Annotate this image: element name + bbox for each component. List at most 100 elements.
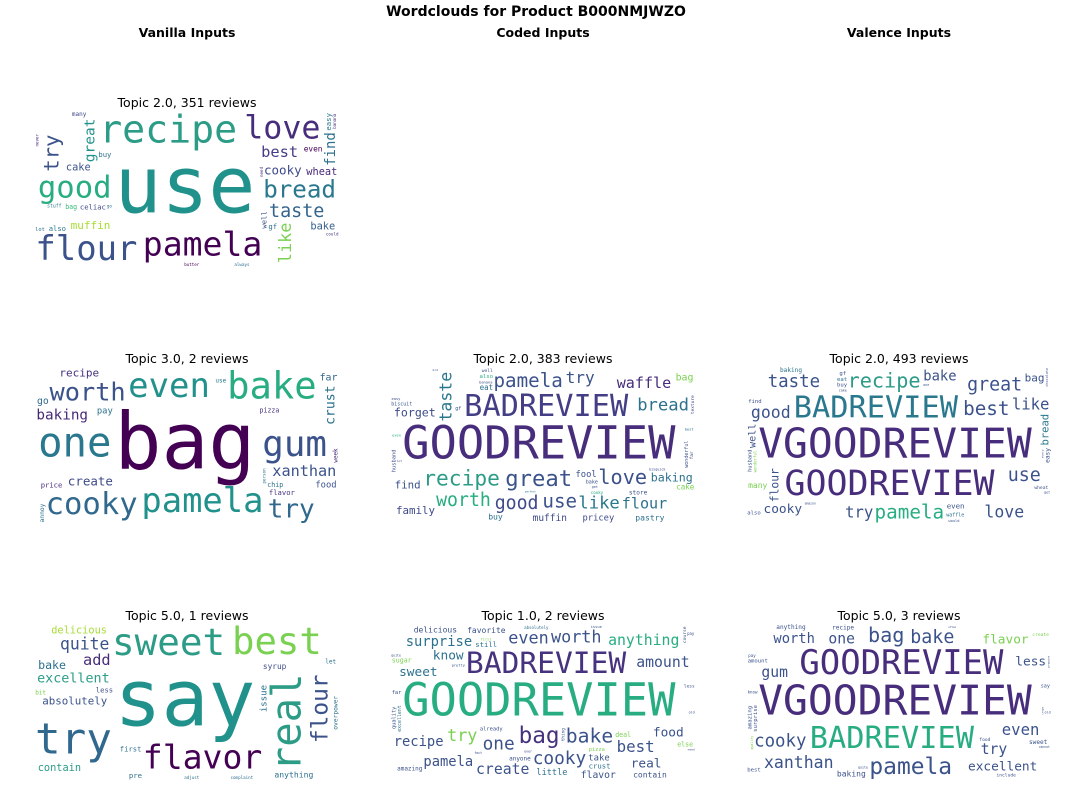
word-store: store <box>629 490 648 497</box>
word-find: find <box>748 399 761 405</box>
word-badreview: BADREVIEW <box>810 721 975 756</box>
word-fact: fact <box>474 751 482 755</box>
word-goodreview: GOODREVIEW <box>402 417 676 470</box>
word-still: still <box>475 640 497 649</box>
word-like: like <box>1012 396 1050 414</box>
word-anything: anything <box>776 624 806 631</box>
word-best: best <box>232 623 322 663</box>
word-family: family <box>396 504 436 517</box>
word-use: use <box>1008 465 1041 486</box>
word-quality: quality <box>391 707 397 729</box>
word-worth: worth <box>50 378 126 407</box>
word-food: food <box>653 726 684 741</box>
word-best: best <box>685 427 694 431</box>
column-title-valence: Valence Inputs <box>846 25 952 40</box>
word-take: take <box>588 754 609 764</box>
word-pizza: pizza <box>589 747 605 753</box>
word-amount: amount <box>748 658 768 664</box>
word-banana: banana <box>332 113 337 129</box>
word-could: could <box>326 231 339 236</box>
word-food: food <box>979 737 990 743</box>
word-even: even <box>128 366 210 406</box>
word-crust: crust <box>589 761 611 770</box>
word-kid: kid <box>433 368 439 372</box>
word-pamela: pamela <box>423 754 473 770</box>
word-get: get <box>1044 491 1050 495</box>
panel-title-valence-topic-5: Topic 5.0, 3 reviews <box>837 608 961 623</box>
word-try: try <box>566 368 595 387</box>
word-even: even <box>947 502 965 511</box>
word-pay: pay <box>748 653 756 658</box>
word-real: real <box>263 673 311 771</box>
word-try: try <box>845 503 873 521</box>
word-one: one <box>483 733 515 754</box>
panel-title-valence-topic-2: Topic 2.0, 493 reviews <box>829 351 969 366</box>
word-less: less <box>684 684 695 690</box>
word-sweet: sweet <box>1029 739 1048 746</box>
word-well: well <box>482 368 493 374</box>
word-great: great <box>83 119 99 163</box>
word-crepe: crepe <box>1041 706 1045 714</box>
word-cooky: cooky <box>764 502 803 517</box>
word-price: price <box>41 480 63 489</box>
word-know: know <box>748 690 758 695</box>
word-never: never <box>35 133 40 146</box>
word-butter: butter <box>184 262 200 267</box>
word-recipe: recipe <box>848 369 921 393</box>
word-many: many <box>748 481 767 490</box>
word-even: even <box>392 434 401 438</box>
word-wheat: wheat <box>306 166 337 178</box>
word-use: use <box>542 490 577 513</box>
panel-title-vanilla-topic-5: Topic 5.0, 1 reviews <box>125 608 249 623</box>
word-little: little <box>536 768 567 778</box>
word-anyone: anyone <box>509 755 531 762</box>
word-delicious: delicious <box>51 624 107 636</box>
word-excellent: excellent <box>397 705 403 732</box>
word-first: first <box>120 745 142 754</box>
word-great: great <box>505 466 572 492</box>
word-bake: bake <box>923 368 956 384</box>
word-create: create <box>476 761 530 778</box>
word-bake: bake <box>38 658 66 672</box>
word-like: like <box>578 494 619 514</box>
word-try: try <box>447 725 477 745</box>
word-complaint: complaint <box>231 775 254 780</box>
word-chocolate: chocolate <box>1045 368 1049 387</box>
word-cannot: cannot <box>1039 745 1050 749</box>
word-sugar: sugar <box>392 657 412 665</box>
word-bag: bag <box>1025 371 1045 384</box>
word-bake: bake <box>586 480 598 486</box>
word-recipe: recipe <box>394 734 444 750</box>
word-anything: anything <box>274 770 313 780</box>
word-xanthan: xanthan <box>272 462 336 480</box>
word-worth: worth <box>436 490 491 511</box>
word-taste: taste <box>269 201 324 222</box>
word-first: first <box>480 637 491 641</box>
word-bag: bag <box>115 397 256 487</box>
word-gf: gf <box>839 371 846 377</box>
word-husband: husband <box>391 449 397 472</box>
word-sweet: sweet <box>112 623 225 664</box>
word-use: use <box>215 377 226 384</box>
word-thing: thing <box>561 728 567 742</box>
word-gf: gf <box>455 406 461 412</box>
word-badreview: BADREVIEW <box>464 389 629 424</box>
word-badreview: BADREVIEW <box>466 646 627 680</box>
word-buy: buy <box>488 511 503 521</box>
word-flour: flour <box>769 468 782 502</box>
word-person: person <box>262 468 267 484</box>
word-prepare: prepare <box>1047 655 1051 667</box>
word-already: already <box>480 726 503 732</box>
word-pretty: pretty <box>452 664 466 668</box>
word-good: good <box>38 171 112 206</box>
word-far: far <box>320 372 338 383</box>
word-flour: flour <box>35 229 137 268</box>
word-know: know <box>433 648 464 663</box>
word-pricey: pricey <box>583 514 615 524</box>
word-amount: amount <box>636 654 689 671</box>
word-one: one <box>923 383 929 387</box>
